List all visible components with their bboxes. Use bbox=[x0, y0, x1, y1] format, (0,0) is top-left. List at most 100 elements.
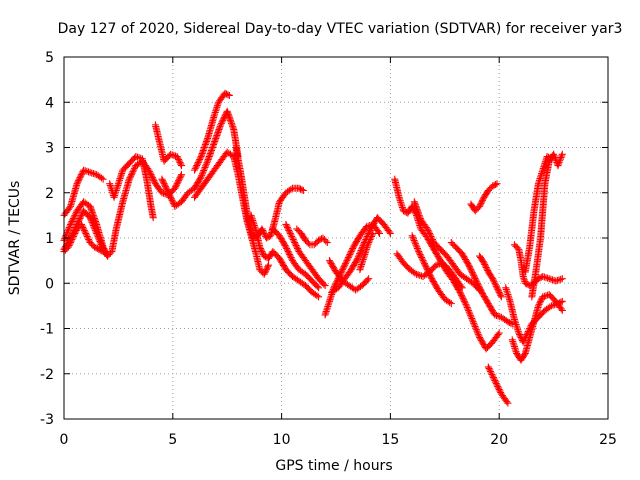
data-marker bbox=[258, 248, 266, 256]
data-marker bbox=[313, 282, 321, 290]
data-marker bbox=[476, 285, 484, 293]
series-track-10 bbox=[232, 144, 307, 242]
data-marker bbox=[411, 238, 419, 246]
data-point bbox=[315, 293, 323, 301]
data-point bbox=[191, 166, 199, 174]
data-marker bbox=[168, 196, 176, 204]
data-marker bbox=[422, 263, 430, 271]
data-marker bbox=[492, 180, 500, 188]
y-axis-label: SDTVAR / TECUs bbox=[7, 181, 23, 296]
data-marker bbox=[88, 240, 96, 248]
data-marker bbox=[198, 171, 206, 179]
data-point bbox=[260, 270, 268, 278]
series-track-27 bbox=[502, 284, 566, 346]
data-marker bbox=[536, 299, 544, 307]
data-marker bbox=[555, 160, 563, 168]
data-point bbox=[558, 275, 566, 283]
data-point bbox=[86, 214, 94, 222]
data-marker bbox=[72, 223, 80, 231]
data-marker bbox=[365, 237, 373, 245]
data-point bbox=[552, 277, 560, 285]
data-marker bbox=[218, 118, 226, 126]
data-marker bbox=[366, 236, 374, 244]
data-marker bbox=[540, 273, 548, 281]
data-marker bbox=[69, 229, 77, 237]
data-marker bbox=[68, 231, 76, 239]
data-marker bbox=[99, 244, 107, 252]
x-tick-label: 10 bbox=[273, 432, 291, 448]
data-point bbox=[534, 302, 542, 310]
data-marker bbox=[320, 280, 328, 288]
data-marker bbox=[494, 285, 502, 293]
data-marker bbox=[366, 226, 374, 234]
data-marker bbox=[340, 263, 348, 271]
series-track-31 bbox=[521, 153, 555, 276]
data-marker bbox=[427, 273, 435, 281]
data-marker bbox=[490, 278, 498, 286]
data-marker bbox=[486, 366, 494, 374]
data-marker bbox=[148, 174, 156, 182]
data-marker bbox=[496, 387, 504, 395]
data-marker bbox=[161, 181, 169, 189]
data-marker bbox=[68, 217, 76, 225]
series-track-9 bbox=[191, 148, 273, 278]
data-marker bbox=[465, 307, 473, 315]
data-marker bbox=[461, 299, 469, 307]
data-marker bbox=[296, 185, 304, 193]
data-point bbox=[408, 232, 416, 240]
data-marker bbox=[130, 165, 138, 173]
data-marker bbox=[133, 153, 141, 161]
data-marker bbox=[473, 279, 481, 287]
data-marker bbox=[69, 214, 77, 222]
data-marker bbox=[423, 264, 431, 272]
series-track-1 bbox=[60, 166, 107, 219]
data-marker bbox=[547, 275, 555, 283]
data-marker bbox=[87, 215, 95, 223]
data-marker bbox=[354, 253, 362, 261]
data-marker bbox=[345, 252, 353, 260]
data-point bbox=[447, 239, 455, 247]
data-marker bbox=[476, 284, 484, 292]
data-marker bbox=[349, 245, 357, 253]
data-marker bbox=[505, 318, 513, 326]
series-track-17 bbox=[328, 214, 394, 296]
data-marker bbox=[92, 244, 100, 252]
series-track-18 bbox=[356, 229, 377, 274]
data-marker bbox=[463, 303, 471, 311]
data-marker bbox=[460, 296, 468, 304]
data-marker bbox=[69, 228, 77, 236]
data-marker bbox=[540, 292, 548, 300]
data-point bbox=[504, 318, 512, 326]
data-point bbox=[539, 272, 547, 280]
series-track-6 bbox=[151, 121, 186, 170]
data-marker bbox=[418, 255, 426, 263]
data-marker bbox=[167, 193, 175, 201]
data-marker bbox=[192, 163, 200, 171]
data-marker bbox=[426, 229, 434, 237]
data-marker bbox=[545, 153, 553, 161]
data-marker bbox=[263, 264, 271, 272]
data-marker bbox=[544, 274, 552, 282]
data-point bbox=[288, 234, 296, 242]
data-point bbox=[171, 184, 179, 192]
data-point bbox=[447, 300, 455, 308]
data-marker bbox=[91, 170, 99, 178]
data-marker bbox=[159, 178, 167, 186]
data-point bbox=[67, 220, 75, 228]
data-point bbox=[323, 239, 331, 247]
data-marker bbox=[485, 364, 493, 372]
data-marker bbox=[557, 275, 565, 283]
data-marker bbox=[512, 242, 520, 250]
data-marker bbox=[291, 240, 299, 248]
data-marker bbox=[98, 242, 106, 250]
data-marker bbox=[167, 195, 175, 203]
data-marker bbox=[286, 228, 294, 236]
data-marker bbox=[202, 162, 210, 170]
data-marker bbox=[465, 308, 473, 316]
series-track-14 bbox=[293, 225, 331, 249]
data-marker bbox=[426, 270, 434, 278]
y-tick-label: 1 bbox=[45, 231, 54, 247]
data-layer bbox=[60, 89, 566, 407]
data-point bbox=[158, 189, 166, 197]
data-marker bbox=[303, 238, 311, 246]
